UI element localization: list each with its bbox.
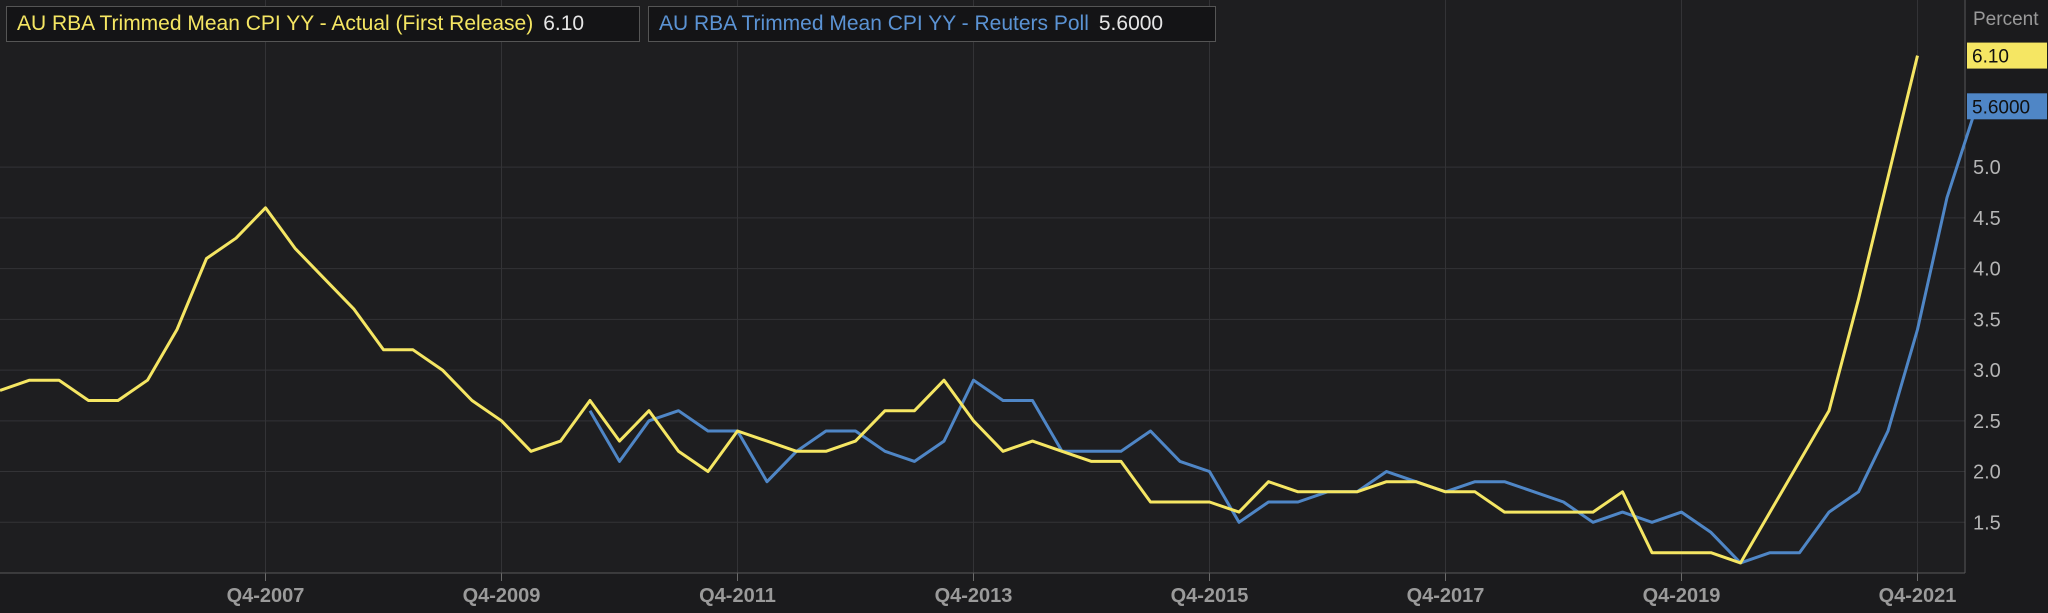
x-tick-label: Q4-2009 [463,585,541,607]
y-tick-label: 3.0 [1973,360,2001,382]
y-tick-label: 2.0 [1973,462,2001,484]
legend-actual-name: AU RBA Trimmed Mean CPI YY - Actual (Fir… [17,12,534,35]
y-tick-label: 3.5 [1973,309,2001,331]
last-value-tag-actual: 6.10 [1967,42,2047,69]
y-axis-label: Percent [1973,9,2039,30]
series-lines [0,55,1978,565]
series-actual-line [0,55,1919,565]
last-value-tag-bg [1967,42,2047,69]
last-value-tag-bg [1967,93,2047,120]
y-tick-label: 4.0 [1973,259,2001,281]
legend-actual[interactable]: AU RBA Trimmed Mean CPI YY - Actual (Fir… [6,6,640,42]
y-tick-label: 1.5 [1973,512,2001,534]
grid-lines [0,0,1965,581]
x-tick-label: Q4-2017 [1407,585,1485,607]
legend-poll-value: 5.6000 [1098,12,1164,35]
y-tick-label: 5.0 [1973,157,2001,179]
x-tick-label: Q4-2015 [1171,585,1249,607]
y-tick-label: 2.5 [1973,411,2001,433]
x-tick-label: Q4-2019 [1643,585,1721,607]
x-tick-labels: Q4-2007 Q4-2009 Q4-2011 Q4-2013 Q4-2015 Q4-20… [227,585,1957,607]
last-value-tag-text: 6.10 [1972,47,2009,68]
y-tick-labels: 1.5 2.0 2.5 3.0 3.5 4.0 4.5 5.0 [1973,157,2001,534]
x-tick-label: Q4-2011 [699,585,776,607]
x-tick-label: Q4-2021 [1879,585,1957,607]
last-value-tag-poll: 5.6000 [1967,93,2047,120]
plot-background [0,0,1964,573]
last-value-tag-text: 5.6000 [1972,97,2030,118]
y-tick-label: 4.5 [1973,208,2001,230]
x-tick-label: Q4-2007 [227,585,305,607]
last-value-labels: 6.10 5.6000 [1967,42,2047,120]
legend-actual-value: 6.10 [543,12,585,35]
legend-poll[interactable]: AU RBA Trimmed Mean CPI YY - Reuters Pol… [648,6,1216,42]
series-poll-line [588,105,1978,565]
legend-poll-name: AU RBA Trimmed Mean CPI YY - Reuters Pol… [659,12,1089,35]
x-tick-label: Q4-2013 [935,585,1013,607]
